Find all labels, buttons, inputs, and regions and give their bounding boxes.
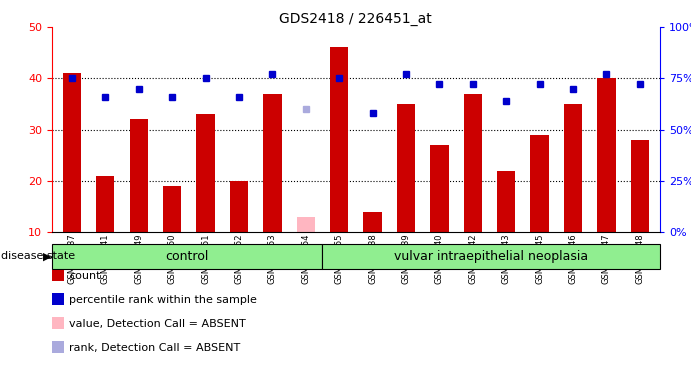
Text: count: count [69,271,101,281]
Text: rank, Detection Call = ABSENT: rank, Detection Call = ABSENT [69,343,240,353]
Text: value, Detection Call = ABSENT: value, Detection Call = ABSENT [69,319,246,329]
Text: vulvar intraepithelial neoplasia: vulvar intraepithelial neoplasia [394,250,588,263]
Bar [196,114,215,232]
Bar [322,244,660,269]
Bar [163,186,181,232]
Bar [397,104,415,232]
Bar [52,244,322,269]
Bar [430,145,448,232]
Bar [363,212,381,232]
Bar [497,170,515,232]
Text: disease state: disease state [1,251,75,262]
Text: ▶: ▶ [43,251,51,262]
Bar [330,47,348,232]
Bar [531,135,549,232]
Title: GDS2418 / 226451_at: GDS2418 / 226451_at [279,12,433,26]
Bar [129,119,148,232]
Bar [96,176,115,232]
Bar [631,140,649,232]
Bar [263,94,281,232]
Bar [464,94,482,232]
Bar [597,78,616,232]
Bar [229,181,248,232]
Bar [564,104,583,232]
Bar [63,73,81,232]
Bar [296,217,315,232]
Text: percentile rank within the sample: percentile rank within the sample [69,295,257,305]
Text: control: control [165,250,209,263]
